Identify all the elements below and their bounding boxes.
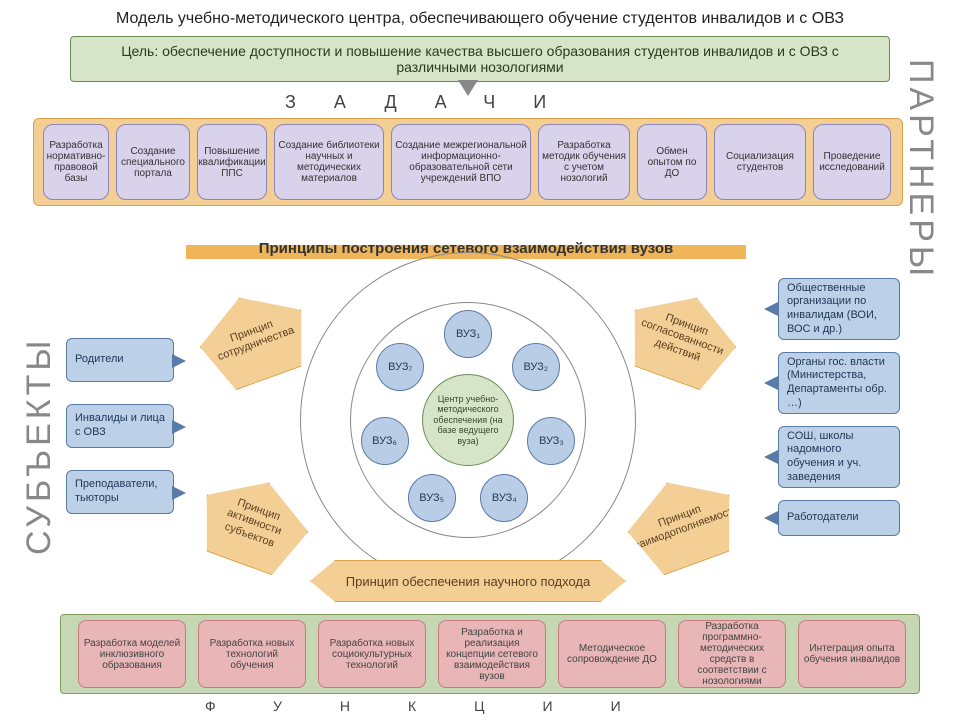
partner-callout: Общественные организации по инвалидам (В… — [778, 278, 900, 340]
center-node: Центр учебно-методического обеспечения (… — [422, 374, 514, 466]
vuz-node: ВУЗ₅ — [408, 474, 456, 522]
function-box: Разработка и реализация концепции сетево… — [438, 620, 546, 688]
callout-tail-icon — [172, 420, 186, 434]
task-box: Обмен опытом по ДО — [637, 124, 707, 200]
subjects-label: СУБЪЕКТЫ — [20, 337, 59, 555]
function-box: Разработка моделей инклюзивного образова… — [78, 620, 186, 688]
callout-tail-icon — [764, 450, 778, 464]
principle-pentagon: Принцип сотрудничества — [189, 279, 320, 397]
subject-callout: Родители — [66, 338, 174, 382]
functions-heading: ФУНКЦИИ — [205, 698, 679, 714]
function-box: Интеграция опыта обучения инвалидов — [798, 620, 906, 688]
function-box: Разработка новых социокультурных техноло… — [318, 620, 426, 688]
page-title: Модель учебно-методического центра, обес… — [0, 10, 960, 28]
task-box: Создание межрегиональной информационно-о… — [391, 124, 531, 200]
vuz-node: ВУЗ₄ — [480, 474, 528, 522]
callout-tail-icon — [172, 354, 186, 368]
vuz-node: ВУЗ₇ — [376, 343, 424, 391]
vuz-node: ВУЗ₆ — [361, 417, 409, 465]
partner-callout: Работодатели — [778, 500, 900, 536]
vuz-node: ВУЗ₂ — [512, 343, 560, 391]
partners-label: ПАРТНЕРЫ — [901, 59, 940, 280]
partner-callout: Органы гос. власти (Министерства, Департ… — [778, 352, 900, 414]
task-box: Повышение квалификации ППС — [197, 124, 267, 200]
callout-tail-icon — [764, 376, 778, 390]
principle-pentagon: Принцип взаимодополняемости — [617, 464, 748, 582]
callout-tail-icon — [764, 302, 778, 316]
partner-callout: СОШ, школы надомного обучения и уч. заве… — [778, 426, 900, 488]
task-box: Создание библиотеки научных и методическ… — [274, 124, 384, 200]
subject-callout: Инвалиды и лица с ОВЗ — [66, 404, 174, 448]
vuz-node: ВУЗ₃ — [527, 417, 575, 465]
task-box: Создание специального портала — [116, 124, 190, 200]
function-box: Разработка новых технологий обучения — [198, 620, 306, 688]
callout-tail-icon — [764, 511, 778, 525]
callout-tail-icon — [172, 486, 186, 500]
principle-bottom-band: Принцип обеспечения научного подхода — [310, 560, 626, 602]
function-box: Разработка программно-методических средс… — [678, 620, 786, 688]
tasks-heading: ЗАДАЧИ — [285, 92, 584, 113]
task-box: Разработка нормативно-правовой базы — [43, 124, 109, 200]
principle-pentagon: Принцип согласованности действий — [617, 279, 748, 397]
function-box: Методическое сопровождение ДО — [558, 620, 666, 688]
subject-callout: Преподаватели, тьюторы — [66, 470, 174, 514]
task-box: Социализация студентов — [714, 124, 806, 200]
goal-box: Цель: обеспечение доступности и повышени… — [70, 36, 890, 82]
task-box: Разработка методик обучения с учетом ноз… — [538, 124, 630, 200]
task-box: Проведение исследований — [813, 124, 891, 200]
vuz-node: ВУЗ₁ — [444, 310, 492, 358]
principle-pentagon: Принцип активности субъектов — [189, 464, 320, 582]
